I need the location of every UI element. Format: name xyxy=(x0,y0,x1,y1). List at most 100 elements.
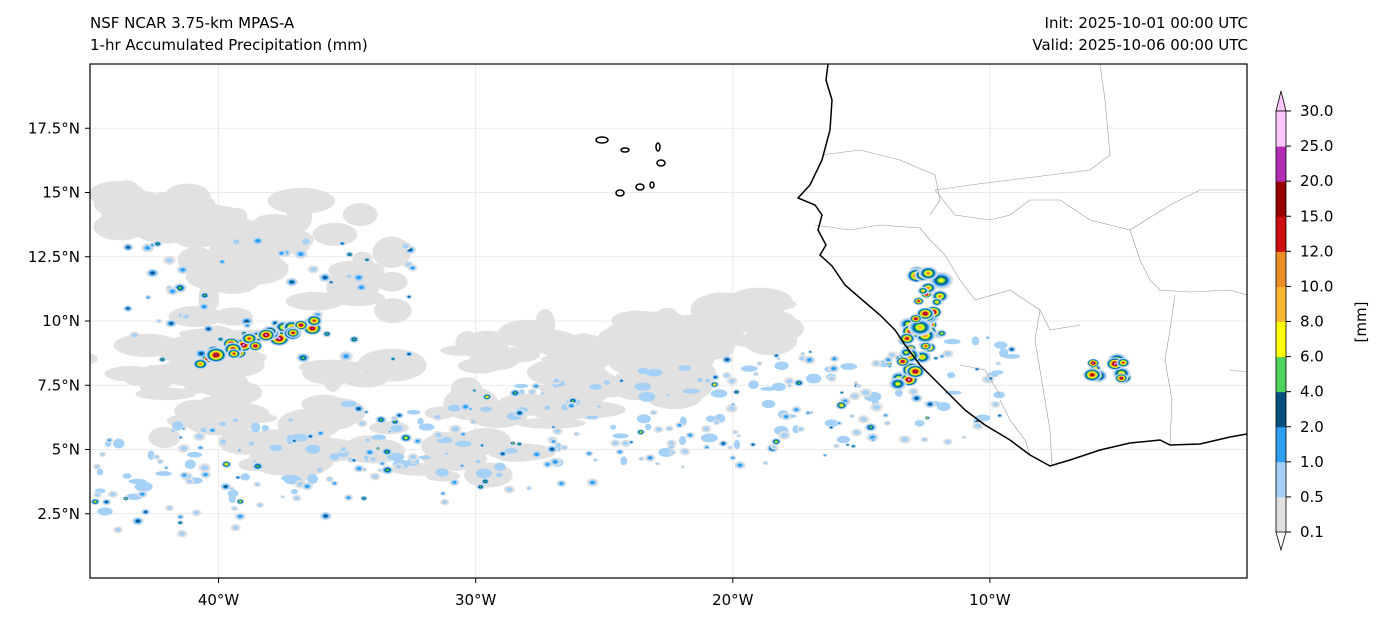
precip-area xyxy=(184,459,196,470)
precip-cell xyxy=(409,454,417,460)
precip-area xyxy=(805,373,822,384)
precip-cell xyxy=(729,378,736,384)
precip-cell xyxy=(366,259,368,261)
precip-cell xyxy=(797,381,801,384)
precip-cell xyxy=(352,459,355,462)
precip-cell xyxy=(705,446,709,449)
precip-cell xyxy=(289,280,294,284)
precip-cell xyxy=(210,428,215,432)
precip-cell xyxy=(724,373,730,378)
precip-cell xyxy=(333,482,337,485)
precip-area xyxy=(682,388,700,394)
precip-cell xyxy=(232,418,239,423)
precip-cell xyxy=(668,441,675,446)
precip-area xyxy=(761,399,776,409)
precip-cell xyxy=(569,404,574,408)
precip-cell xyxy=(257,503,263,507)
precip-cell xyxy=(914,370,917,373)
precip-area xyxy=(999,348,1009,358)
precip-cell xyxy=(411,461,415,464)
precip-cell xyxy=(992,402,999,407)
precip-cell xyxy=(905,337,909,340)
axis-ticks: 40°W 30°W 20°W 10°W 17.5°N 15°N 12.5°N 10°N 7.5°… xyxy=(28,119,1011,609)
precip-cell xyxy=(926,417,928,419)
precip-cell xyxy=(94,465,100,469)
precip-cell xyxy=(244,319,249,323)
precip-cell xyxy=(238,449,241,452)
precip-cell xyxy=(265,334,268,336)
precip-cell xyxy=(495,472,503,478)
precip-cell xyxy=(888,363,890,365)
precip-cell xyxy=(388,431,391,433)
precip-cell xyxy=(996,362,1000,365)
lat-tick-label: 10°N xyxy=(42,312,80,330)
precip-area xyxy=(455,440,472,447)
precip-cell xyxy=(974,423,982,429)
colorbar-tick-label: 25.0 xyxy=(1300,137,1333,155)
precip-cell xyxy=(395,464,402,469)
precip-cell xyxy=(441,492,445,495)
precip-cell xyxy=(255,482,260,487)
precip-cell xyxy=(622,441,629,446)
precip-area xyxy=(494,462,506,472)
precip-cell xyxy=(206,327,211,331)
precip-cell xyxy=(852,445,855,447)
precip-cell xyxy=(140,492,145,496)
precip-cell xyxy=(225,463,228,465)
colorbar-segment xyxy=(1276,181,1286,217)
precip-area xyxy=(123,333,163,355)
precip-cell xyxy=(346,274,352,279)
precip-area xyxy=(643,373,679,390)
precip-cell xyxy=(323,514,328,518)
precip-cell xyxy=(293,440,296,442)
precip-cell xyxy=(927,286,930,289)
precip-area xyxy=(222,252,289,285)
precip-cell xyxy=(870,435,875,440)
precip-cell xyxy=(309,435,312,438)
precip-area xyxy=(226,208,248,224)
precip-cell xyxy=(410,266,415,270)
precip-area xyxy=(342,203,378,227)
precip-cell xyxy=(904,351,908,354)
precip-area xyxy=(53,413,87,428)
precip-area xyxy=(307,474,319,484)
precip-area xyxy=(155,471,172,476)
colorbar-segment xyxy=(1276,146,1286,182)
precip-area xyxy=(480,406,493,412)
precip-cell xyxy=(630,441,633,443)
precip-cell xyxy=(834,444,839,448)
precip-area xyxy=(290,488,298,495)
precip-cell xyxy=(451,426,459,432)
precip-cell xyxy=(343,354,349,359)
precip-cell xyxy=(517,411,522,415)
precip-area xyxy=(740,365,758,372)
precip-cell xyxy=(348,253,351,256)
precip-cell xyxy=(697,377,704,383)
precip-cell xyxy=(179,531,186,536)
precip-cell xyxy=(232,506,237,510)
precip-cell xyxy=(620,380,623,382)
precip-cell xyxy=(775,354,778,357)
precip-cell xyxy=(895,382,900,386)
precip-cell xyxy=(378,469,382,472)
precip-area xyxy=(589,384,603,390)
precip-cell xyxy=(737,463,743,467)
colorbar-segment xyxy=(1276,391,1286,428)
colorbar-tick-label: 1.0 xyxy=(1300,453,1324,471)
precip-cell xyxy=(550,448,554,451)
precip-area xyxy=(418,455,431,460)
precip-cell xyxy=(681,449,688,454)
precip-cell xyxy=(248,441,255,446)
precip-cell xyxy=(928,403,932,406)
precip-cell xyxy=(219,338,222,340)
precip-area xyxy=(1003,353,1020,359)
precip-cell xyxy=(935,301,938,303)
precip-cell xyxy=(681,465,684,468)
colorbar-tick-label: 2.0 xyxy=(1300,418,1324,436)
precip-cell xyxy=(182,428,185,430)
precip-cell xyxy=(798,427,804,431)
lat-tick-label: 12.5°N xyxy=(28,248,80,266)
precip-cell xyxy=(713,383,716,386)
precip-cell xyxy=(146,296,150,299)
